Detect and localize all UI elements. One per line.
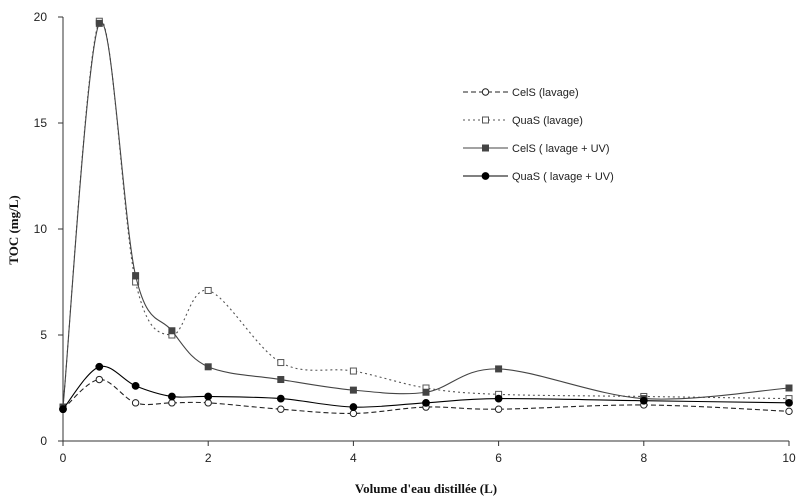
series-layer	[59, 17, 793, 418]
y-tick-label: 10	[34, 222, 48, 236]
legend-item: CelS (lavage)	[463, 87, 579, 99]
data-point	[494, 405, 503, 413]
data-point	[276, 394, 285, 403]
data-point	[168, 392, 176, 401]
data-point	[131, 399, 140, 407]
axes: 0 2 4 6 8 10 0 5 10 15 20	[34, 10, 796, 465]
legend-marker	[482, 116, 489, 124]
data-point	[785, 384, 793, 392]
data-point	[168, 327, 176, 335]
data-point	[204, 399, 212, 407]
series-2	[59, 17, 793, 411]
x-tick-label: 2	[205, 451, 212, 465]
x-axis-title: Volume d'eau distillée (L)	[355, 481, 497, 496]
y-tick-label: 0	[40, 434, 47, 448]
x-tick-label: 6	[495, 451, 502, 465]
legend-marker	[481, 172, 490, 180]
legend-marker	[481, 88, 490, 96]
data-point	[277, 359, 285, 367]
x-tick-label: 8	[640, 451, 647, 465]
data-point	[131, 381, 140, 390]
data-point	[785, 398, 793, 407]
legend-label: QuaS (lavage)	[512, 115, 583, 127]
data-point	[785, 407, 793, 416]
x-tick-label: 4	[350, 451, 357, 465]
series-line	[62, 21, 790, 408]
data-point	[95, 19, 103, 27]
data-point	[422, 388, 430, 396]
series-line	[62, 19, 790, 408]
data-point	[349, 367, 357, 375]
legend-item: QuaS ( lavage + UV)	[463, 171, 614, 183]
data-point	[204, 363, 212, 371]
data-point	[204, 286, 212, 294]
data-point	[204, 392, 213, 401]
x-tick-label: 10	[782, 451, 796, 465]
data-point	[59, 405, 67, 414]
y-axis-title: TOC (mg/L)	[6, 195, 21, 264]
legend-label: CelS ( lavage + UV)	[512, 143, 610, 155]
data-point	[277, 376, 285, 384]
legend-label: QuaS ( lavage + UV)	[512, 171, 614, 183]
series-3	[59, 19, 793, 411]
x-tick-label: 0	[60, 451, 67, 465]
legend: CelS (lavage) QuaS (lavage) CelS ( lavage …	[463, 87, 614, 183]
data-point	[494, 394, 503, 403]
y-tick-label: 5	[40, 328, 47, 342]
legend-item: QuaS (lavage)	[463, 115, 583, 127]
legend-item: CelS ( lavage + UV)	[463, 143, 610, 155]
series-4	[59, 362, 793, 414]
data-point	[95, 375, 104, 384]
data-point	[495, 365, 503, 373]
legend-label: CelS (lavage)	[512, 87, 579, 99]
data-point	[349, 403, 358, 411]
data-point	[349, 409, 358, 418]
data-point	[277, 405, 285, 413]
data-point	[422, 398, 430, 407]
data-point	[168, 399, 176, 407]
y-tick-label: 20	[34, 10, 48, 24]
data-point	[639, 396, 648, 405]
data-point	[132, 272, 140, 280]
data-point	[95, 362, 104, 371]
data-point	[349, 386, 357, 394]
y-tick-label: 15	[34, 116, 48, 130]
legend-marker	[482, 144, 489, 152]
